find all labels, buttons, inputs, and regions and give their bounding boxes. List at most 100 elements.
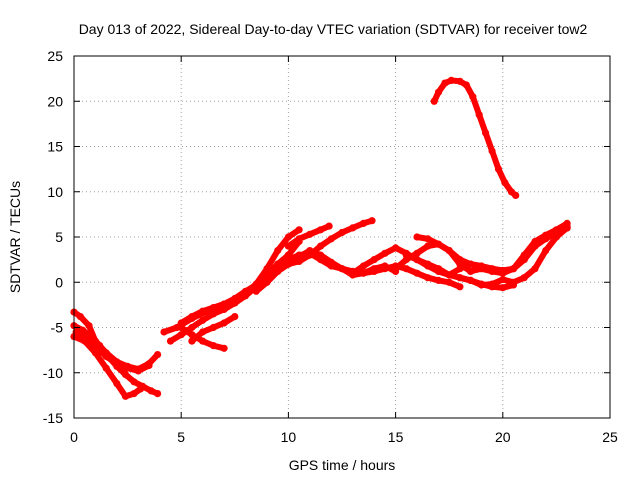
data-point (488, 147, 496, 155)
data-point (252, 287, 260, 295)
data-point (413, 269, 421, 277)
data-point (445, 278, 453, 286)
data-point (467, 276, 475, 284)
data-point (295, 226, 303, 234)
series-group (70, 76, 571, 400)
data-point (154, 351, 162, 359)
data-point (456, 256, 464, 264)
data-point (434, 240, 443, 248)
data-point (456, 265, 464, 273)
data-point (147, 387, 155, 395)
data-point (531, 265, 539, 273)
data-point (130, 378, 138, 386)
data-point (542, 233, 550, 241)
data-point (338, 265, 346, 273)
data-point (512, 191, 520, 199)
data-point (434, 88, 443, 96)
y-tick-label: 25 (47, 48, 63, 64)
data-point (284, 242, 292, 250)
data-point (177, 331, 185, 339)
y-tick-label: 5 (55, 229, 63, 245)
data-point (482, 129, 490, 137)
data-point (295, 235, 303, 243)
data-point (402, 251, 410, 259)
x-axis-label: GPS time / hours (289, 457, 396, 473)
data-point (542, 247, 550, 255)
data-point (121, 392, 130, 400)
data-point (424, 260, 432, 268)
data-point (469, 93, 477, 101)
data-point (441, 79, 449, 87)
data-point (456, 283, 464, 291)
data-point (241, 287, 250, 295)
data-point (477, 265, 485, 273)
data-point (509, 278, 518, 286)
data-point (113, 380, 121, 388)
data-point (231, 313, 239, 321)
data-point (134, 367, 142, 375)
data-point (188, 331, 196, 339)
data-point (317, 251, 325, 259)
data-point (456, 274, 464, 282)
y-tick-label: 15 (47, 139, 63, 155)
x-tick-label: 5 (177, 429, 185, 445)
data-point (424, 235, 432, 243)
data-point (317, 242, 325, 250)
data-point (81, 333, 89, 341)
data-point (445, 247, 453, 255)
data-point (274, 247, 282, 255)
x-tick-label: 10 (281, 429, 297, 445)
data-point (381, 265, 389, 273)
data-point (130, 390, 138, 398)
data-point (430, 97, 438, 105)
data-point (209, 342, 217, 350)
y-tick-label: -15 (43, 410, 63, 426)
data-point (499, 267, 507, 275)
data-point (462, 81, 470, 89)
data-point (263, 269, 271, 277)
data-point (209, 310, 217, 318)
data-point (124, 364, 132, 372)
data-point (85, 322, 93, 330)
data-point (359, 269, 367, 277)
data-point (121, 371, 130, 379)
data-point (274, 265, 282, 273)
data-point (160, 328, 168, 336)
data-point (166, 337, 175, 345)
data-point (199, 316, 207, 324)
data-point (76, 313, 84, 321)
y-tick-label: 20 (47, 93, 63, 109)
data-point (102, 352, 110, 361)
data-point (563, 224, 571, 232)
data-point (477, 281, 485, 289)
data-point (499, 284, 507, 292)
data-point (445, 271, 453, 279)
data-point (368, 217, 376, 225)
data-point (488, 280, 496, 288)
data-point (402, 265, 410, 273)
data-point (349, 224, 357, 232)
data-point (392, 244, 400, 252)
data-point (370, 256, 378, 264)
data-point (284, 233, 292, 241)
data-point (327, 258, 335, 266)
data-point (209, 304, 217, 312)
x-tick-label: 15 (388, 429, 404, 445)
data-point (467, 260, 475, 268)
data-point (434, 265, 443, 273)
data-point (413, 233, 421, 241)
data-point (199, 337, 207, 345)
data-point (306, 230, 314, 238)
data-point (338, 228, 346, 237)
data-point (424, 242, 432, 250)
data-point (306, 247, 314, 255)
data-point (359, 219, 367, 227)
data-point (520, 256, 528, 264)
data-point (325, 222, 333, 230)
data-point (552, 233, 561, 241)
data-point (263, 278, 271, 286)
data-point (154, 390, 162, 398)
data-point (456, 77, 464, 85)
data-point (327, 235, 335, 243)
